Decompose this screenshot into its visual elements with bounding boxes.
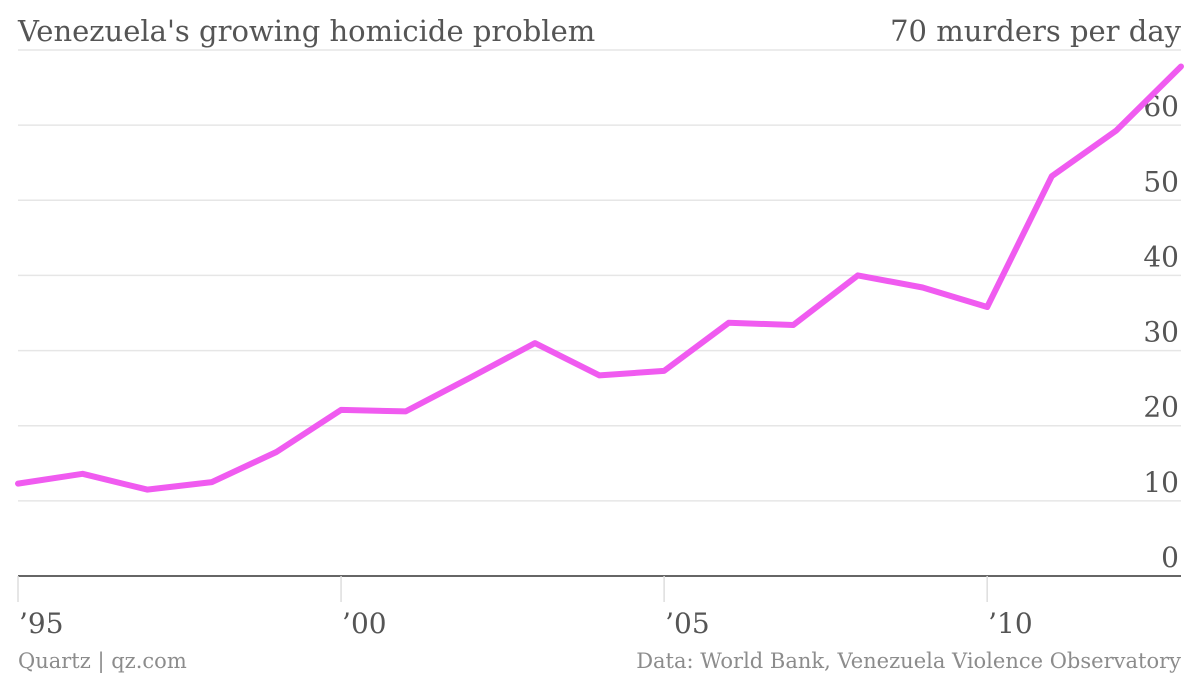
x-tick-label: ’00 [342,607,387,640]
x-tick-label: ’95 [19,607,64,640]
gridlines [18,49,1181,502]
y-unit-label: 70 murders per day [890,14,1182,48]
y-tick-label: 20 [1143,391,1179,424]
chart-title: Venezuela's growing homicide problem [17,14,595,48]
footer-source: Data: World Bank, Venezuela Violence Obs… [636,649,1181,673]
y-tick-label: 0 [1161,541,1179,574]
y-tick-label: 30 [1143,316,1179,349]
footer-credit: Quartz | qz.com [18,649,187,674]
x-tick-label: ’05 [665,607,710,640]
homicide-series-line [15,63,1184,493]
y-tick-label: 50 [1143,165,1179,198]
x-axis-ticks: ’95 ’00 ’05 ’10 [17,576,1033,640]
y-tick-label: 10 [1143,466,1179,499]
x-tick-label: ’10 [988,607,1033,640]
y-tick-label: 40 [1143,240,1179,273]
